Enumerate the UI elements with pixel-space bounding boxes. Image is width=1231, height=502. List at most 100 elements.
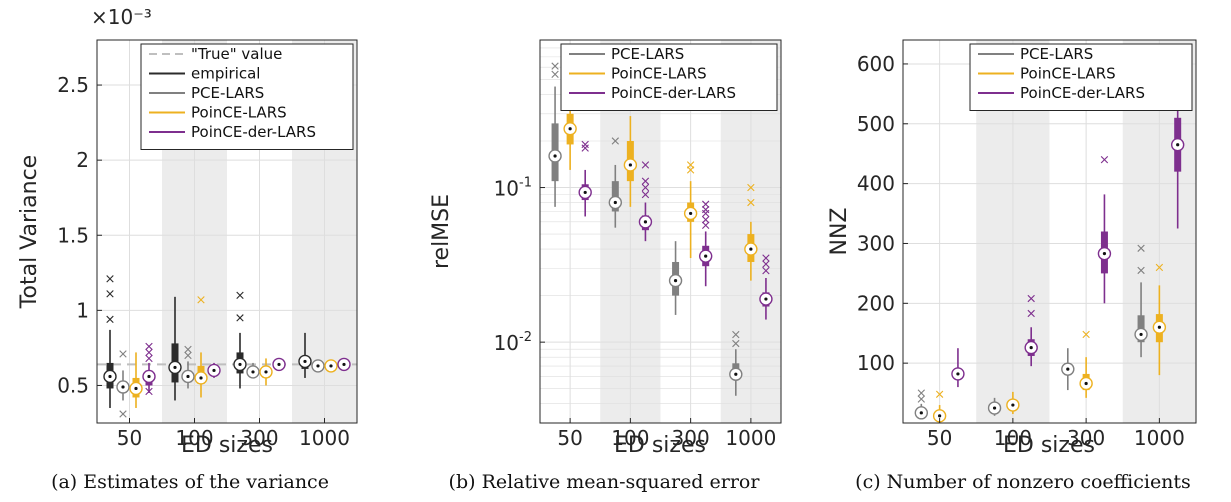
y-tick-label: 1.5 bbox=[57, 223, 89, 247]
box-median-dot bbox=[568, 127, 572, 131]
caption-relmse: (b) Relative mean-squared error bbox=[449, 471, 761, 493]
x-tick-label: 1000 bbox=[1134, 426, 1185, 450]
y-exponent-label: ×10⁻³ bbox=[91, 5, 152, 29]
outlier-marker bbox=[917, 389, 926, 397]
legend-label: PCE-LARS bbox=[1020, 45, 1093, 63]
box-median-dot bbox=[583, 190, 587, 195]
outlier-marker bbox=[762, 266, 770, 275]
outlier-marker bbox=[762, 254, 770, 262]
axes-frame bbox=[902, 39, 1197, 424]
caption-nnz: (c) Number of nonzero coefficients bbox=[855, 471, 1191, 493]
box-median-dot bbox=[1066, 367, 1070, 371]
outlier-marker bbox=[106, 290, 114, 298]
outlier-marker bbox=[236, 314, 244, 322]
box-median-dot bbox=[238, 362, 242, 367]
box-median-dot bbox=[134, 386, 138, 391]
outlier-marker bbox=[701, 215, 710, 224]
box-median-dot bbox=[553, 154, 557, 158]
x-tick-label: 300 bbox=[672, 426, 710, 450]
box-median-dot bbox=[173, 365, 177, 370]
outlier-marker bbox=[145, 387, 153, 396]
outlier-marker bbox=[106, 315, 114, 324]
outlier-marker bbox=[145, 342, 153, 351]
outlier-marker bbox=[935, 390, 944, 398]
outlier-marker bbox=[1027, 309, 1035, 318]
legend-label: "True" value bbox=[191, 45, 282, 63]
box-median-dot bbox=[342, 362, 346, 367]
x-tick-label: 50 bbox=[557, 426, 582, 450]
x-tick-label: 300 bbox=[240, 426, 278, 450]
box-median-dot bbox=[199, 376, 203, 380]
x-tick-label: 1000 bbox=[299, 426, 350, 450]
legend-label: PoinCE-LARS bbox=[191, 104, 287, 122]
outlier-marker bbox=[581, 144, 589, 152]
y-tick-label: 2 bbox=[76, 148, 89, 172]
outlier-marker bbox=[119, 350, 127, 358]
outlier-marker bbox=[184, 351, 192, 360]
box-median-dot bbox=[186, 374, 190, 379]
y-axis-label: relMSE bbox=[429, 194, 454, 269]
box-median-dot bbox=[689, 211, 693, 216]
outlier-marker bbox=[686, 161, 695, 169]
outlier-marker bbox=[917, 395, 926, 403]
outlier-marker bbox=[641, 183, 650, 192]
outlier-marker bbox=[701, 209, 710, 218]
outlier-marker bbox=[701, 205, 710, 214]
box-median-dot bbox=[1139, 332, 1143, 337]
outlier-marker bbox=[732, 330, 740, 339]
y-axis-label: Total Variance bbox=[17, 155, 42, 309]
box-median-dot bbox=[303, 359, 307, 364]
x-axis-label: ED sizes bbox=[181, 433, 273, 458]
outlier-marker bbox=[184, 345, 192, 354]
box-median-dot bbox=[1084, 381, 1088, 386]
box-median-dot bbox=[628, 163, 632, 167]
box-median-dot bbox=[673, 279, 678, 283]
y-tick-label: 600 bbox=[857, 52, 895, 76]
outlier-marker bbox=[1082, 330, 1090, 339]
axes-frame bbox=[539, 39, 782, 424]
legend-label: PCE-LARS bbox=[611, 45, 684, 63]
y-tick-label: 10-2 bbox=[494, 330, 532, 355]
outlier-marker bbox=[236, 291, 244, 300]
box-median-dot bbox=[613, 200, 617, 205]
outlier-marker bbox=[551, 62, 559, 70]
box-median-dot bbox=[749, 247, 753, 251]
box-median-dot bbox=[147, 374, 151, 379]
box-median-dot bbox=[734, 372, 738, 376]
legend-label: PCE-LARS bbox=[191, 84, 264, 102]
legend-label: PoinCE-LARS bbox=[1020, 65, 1116, 83]
box-median-dot bbox=[329, 364, 333, 368]
box-median-dot bbox=[251, 370, 255, 374]
legend-label: PoinCE-der-LARS bbox=[611, 84, 736, 102]
box-median-dot bbox=[264, 370, 268, 374]
outlier-marker bbox=[1100, 155, 1109, 164]
panel-nnz: 100 200 300 400 500 600 50 100 300 1000 ED sizes NN… bbox=[827, 39, 1197, 458]
legend-label: PoinCE-LARS bbox=[611, 65, 707, 83]
box-median-dot bbox=[108, 374, 112, 379]
outlier-marker bbox=[551, 70, 559, 78]
outlier-marker bbox=[145, 354, 153, 363]
x-axis-label: ED sizes bbox=[614, 433, 706, 458]
y-tick-label: 100 bbox=[857, 351, 895, 375]
outlier-marker bbox=[145, 348, 153, 357]
outlier-marker bbox=[747, 198, 755, 207]
outlier-marker bbox=[1155, 263, 1164, 272]
outlier-marker bbox=[701, 200, 710, 208]
x-tick-label: 1000 bbox=[725, 426, 776, 450]
box-median-dot bbox=[1011, 403, 1015, 407]
panel-relmse: 10-1 10-2 50 100 300 1000 ED sizes relMSE PCE-LA… bbox=[429, 39, 782, 458]
x-tick-label: 100 bbox=[994, 426, 1032, 450]
outlier-marker bbox=[762, 260, 770, 268]
box-median-dot bbox=[1102, 252, 1107, 256]
y-tick-label: 1 bbox=[76, 298, 89, 322]
y-tick-label: 10-1 bbox=[494, 176, 532, 201]
box-median-dot bbox=[212, 368, 216, 373]
outlier-marker bbox=[581, 140, 589, 149]
y-tick-label: 500 bbox=[857, 112, 895, 136]
box-median-dot bbox=[1176, 143, 1180, 147]
x-tick-label: 50 bbox=[927, 426, 952, 450]
outlier-marker bbox=[641, 190, 650, 199]
y-tick-label: 200 bbox=[857, 291, 895, 315]
box-median-dot bbox=[992, 406, 997, 410]
